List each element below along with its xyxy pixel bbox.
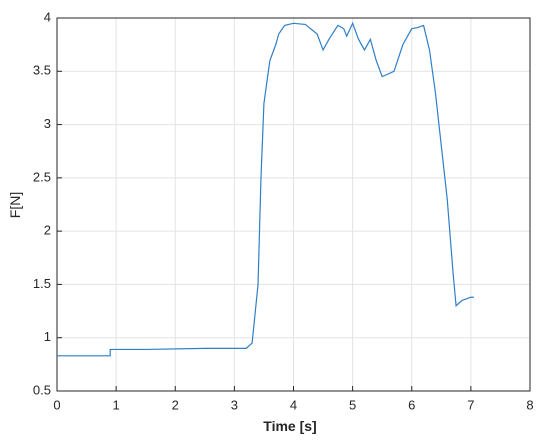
- x-tick-label: 6: [408, 397, 415, 412]
- y-axis-label: F[N]: [7, 192, 23, 218]
- x-tick-label: 0: [53, 397, 60, 412]
- y-tick-label: 1.5: [33, 276, 51, 291]
- data-line: [57, 21, 474, 357]
- x-tick-label: 8: [526, 397, 533, 412]
- y-tick-label: 2.5: [33, 169, 51, 184]
- x-axis-label: Time [s]: [263, 418, 316, 434]
- x-tick-label: 4: [290, 397, 297, 412]
- plot-frame: [56, 17, 531, 392]
- x-tick-label: 2: [172, 397, 179, 412]
- y-tick-label: 4: [44, 9, 51, 24]
- x-tick-label: 5: [349, 397, 356, 412]
- y-tick-label: 0.5: [33, 382, 51, 397]
- y-tick-label: 3: [44, 116, 51, 131]
- y-tick-label: 2: [44, 223, 51, 238]
- x-tick-label: 1: [113, 397, 120, 412]
- x-tick-label: 3: [231, 397, 238, 412]
- y-tick-label: 1: [44, 329, 51, 344]
- x-tick-label: 7: [467, 397, 474, 412]
- y-tick-label: 3.5: [33, 63, 51, 78]
